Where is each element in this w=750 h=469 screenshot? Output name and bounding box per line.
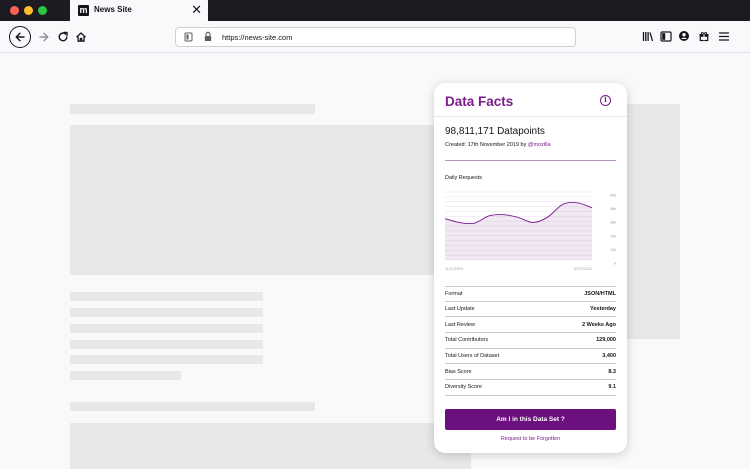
y-tick-label: 48k (610, 207, 616, 211)
account-button[interactable] (677, 29, 691, 43)
series-area (445, 202, 592, 260)
tab-close-icon[interactable]: ✕ (191, 2, 202, 17)
stat-value: 8.3 (608, 368, 616, 375)
placeholder-text-line (70, 292, 263, 301)
created-line: Created: 17th November 2019 by @mozilla (445, 142, 551, 148)
back-arrow-icon (15, 32, 25, 42)
stat-label: Format (445, 290, 463, 297)
stat-row: Total Users of Dataset 3,400 (445, 349, 616, 365)
y-tick-label: 36k (610, 221, 616, 225)
sidebar-icon (660, 30, 672, 42)
account-icon (679, 31, 689, 41)
forward-button[interactable] (33, 26, 55, 48)
x-tick-label: 07/17/2021 (574, 267, 592, 271)
daily-requests-chart: 60k 48k 36k 24k 12k 0 11/17/2019 07/17/2021 (444, 191, 616, 271)
stat-label: Bias Score (445, 368, 472, 375)
request-forgotten-link[interactable]: Request to be Forgotten (500, 436, 561, 442)
browser-tab[interactable]: m News Site ✕ (70, 0, 208, 21)
placeholder-text-line (70, 371, 181, 380)
window-close-button[interactable] (10, 6, 19, 15)
chart-title: Daily Requests (445, 175, 482, 181)
home-icon (76, 32, 86, 42)
whats-new-button[interactable] (697, 29, 711, 43)
stat-label: Last Update (445, 306, 475, 313)
tab-title: News Site (94, 5, 132, 14)
am-i-in-dataset-button[interactable]: Am I in this Data Set ? (445, 409, 616, 430)
gift-icon (699, 31, 709, 42)
back-button[interactable] (9, 26, 31, 48)
url-bar[interactable]: https://news-site.com (175, 27, 576, 47)
reload-button[interactable] (52, 26, 74, 48)
forward-arrow-icon (39, 32, 49, 42)
x-tick-label: 11/17/2019 (445, 267, 463, 271)
window-maximize-button[interactable] (38, 6, 47, 15)
home-button[interactable] (70, 26, 92, 48)
app-menu-button[interactable] (717, 29, 731, 43)
library-icon (642, 31, 654, 41)
placeholder-text-line (70, 308, 263, 317)
info-icon[interactable]: i (600, 95, 611, 106)
header-divider (434, 116, 627, 117)
browser-toolbar: https://news-site.com (0, 21, 750, 53)
window-minimize-button[interactable] (24, 6, 33, 15)
stat-label: Diversity Score (445, 384, 482, 391)
lock-icon[interactable] (204, 31, 212, 42)
placeholder-image (70, 423, 471, 469)
stat-row: Format JSON/HTML (445, 286, 616, 302)
placeholder-text-line (70, 355, 263, 364)
card-title: Data Facts (445, 94, 514, 109)
stat-row: Total Contributors 129,000 (445, 333, 616, 349)
created-text: Created: 17th November 2019 by (445, 142, 528, 148)
y-tick-label: 0 (614, 262, 616, 266)
y-tick-label: 24k (610, 234, 616, 238)
shield-icon[interactable] (184, 32, 193, 42)
author-link[interactable]: @mozilla (527, 142, 551, 148)
sidebar-toggle-button[interactable] (659, 29, 673, 43)
section-divider (445, 160, 616, 161)
y-tick-label: 60k (610, 194, 616, 198)
datapoints-count: 98,811,171 Datapoints (445, 126, 545, 137)
placeholder-image (70, 125, 471, 275)
stat-value: 9.1 (608, 384, 616, 391)
data-facts-card: Data Facts i 98,811,171 Datapoints Creat… (434, 83, 627, 453)
site-favicon-icon: m (78, 5, 89, 16)
window-titlebar: m News Site ✕ (0, 0, 750, 21)
stat-value: 129,000 (596, 337, 616, 344)
placeholder-subheading (70, 402, 315, 411)
y-tick-label: 12k (610, 248, 616, 252)
stat-value: JSON/HTML (584, 290, 616, 297)
stat-value: Yesterday (590, 306, 616, 313)
library-button[interactable] (641, 29, 655, 43)
placeholder-headline (70, 104, 315, 114)
url-text[interactable]: https://news-site.com (222, 33, 293, 42)
stat-label: Last Review (445, 321, 475, 328)
stat-value: 3,400 (602, 353, 616, 360)
placeholder-text-line (70, 340, 263, 349)
reload-icon (58, 31, 68, 42)
stats-table: Format JSON/HTML Last Update Yesterday Last … (445, 286, 616, 396)
stat-row: Bias Score 8.3 (445, 364, 616, 381)
placeholder-text-line (70, 324, 263, 333)
stat-row: Last Update Yesterday (445, 302, 616, 318)
stat-value: 2 Weeks Ago (582, 321, 616, 328)
stat-label: Total Contributors (445, 337, 489, 344)
stat-label: Total Users of Dataset (445, 353, 500, 360)
stat-row: Last Review 2 Weeks Ago (445, 317, 616, 334)
menu-icon (718, 31, 730, 41)
stat-row: Diversity Score 9.1 (445, 380, 616, 396)
